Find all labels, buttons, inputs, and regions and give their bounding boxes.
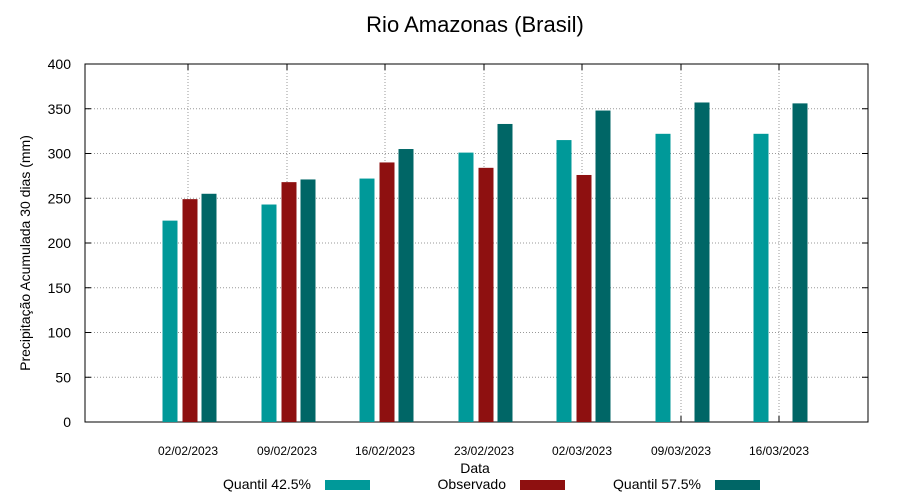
x-tick-label: 02/03/2023 (552, 444, 612, 458)
y-tick-label: 0 (63, 414, 71, 430)
y-tick-label: 250 (48, 190, 72, 206)
bar-2-5 (694, 102, 710, 423)
x-tick-label: 02/02/2023 (158, 444, 218, 458)
chart-title: Rio Amazonas (Brasil) (366, 12, 584, 37)
x-axis-label: Data (460, 460, 490, 476)
y-axis-label: Precipitação Acumulada 30 dias (mm) (17, 135, 33, 371)
legend-swatch (520, 480, 565, 490)
y-tick-label: 50 (55, 369, 71, 385)
legend-label: Quantil 57.5% (613, 476, 701, 492)
bar-2-3 (497, 123, 513, 422)
y-tick-label: 200 (48, 235, 72, 251)
y-tick-label: 400 (48, 56, 72, 72)
bar-2-0 (201, 193, 217, 422)
bar-1-4 (576, 174, 592, 422)
y-tick-label: 300 (48, 146, 72, 162)
x-tick-label: 16/02/2023 (355, 444, 415, 458)
bar-0-4 (556, 140, 572, 422)
legend-label: Observado (438, 476, 507, 492)
legend: Quantil 42.5% Observado Quantil 57.5% (223, 476, 760, 492)
bar-2-2 (398, 149, 414, 422)
x-tick-label: 23/02/2023 (454, 444, 514, 458)
y-tick-label: 350 (48, 101, 72, 117)
bar-0-0 (162, 220, 178, 422)
bar-0-5 (655, 133, 671, 422)
x-axis-ticks: 02/02/2023 09/02/2023 16/02/2023 23/02/2023… (158, 64, 809, 458)
bar-1-3 (478, 167, 494, 422)
bar-1-2 (379, 162, 395, 422)
y-axis-ticks: 0 50 100 150 200 250 300 350 400 (48, 56, 868, 430)
bar-2-1 (300, 179, 316, 422)
bar-0-3 (458, 152, 474, 423)
legend-swatch (715, 480, 760, 490)
legend-swatch (325, 480, 370, 490)
y-tick-label: 100 (48, 325, 72, 341)
bar-2-6 (792, 103, 808, 422)
bar-1-1 (281, 182, 297, 422)
bar-0-1 (261, 204, 277, 422)
legend-label: Quantil 42.5% (223, 476, 311, 492)
bar-2-4 (595, 110, 611, 422)
y-tick-label: 150 (48, 280, 72, 296)
bar-0-6 (753, 133, 769, 422)
bar-series (162, 102, 808, 423)
x-tick-label: 16/03/2023 (749, 444, 809, 458)
bar-1-0 (182, 199, 198, 422)
x-tick-label: 09/03/2023 (651, 444, 711, 458)
x-tick-label: 09/02/2023 (257, 444, 317, 458)
bar-0-2 (359, 178, 375, 422)
